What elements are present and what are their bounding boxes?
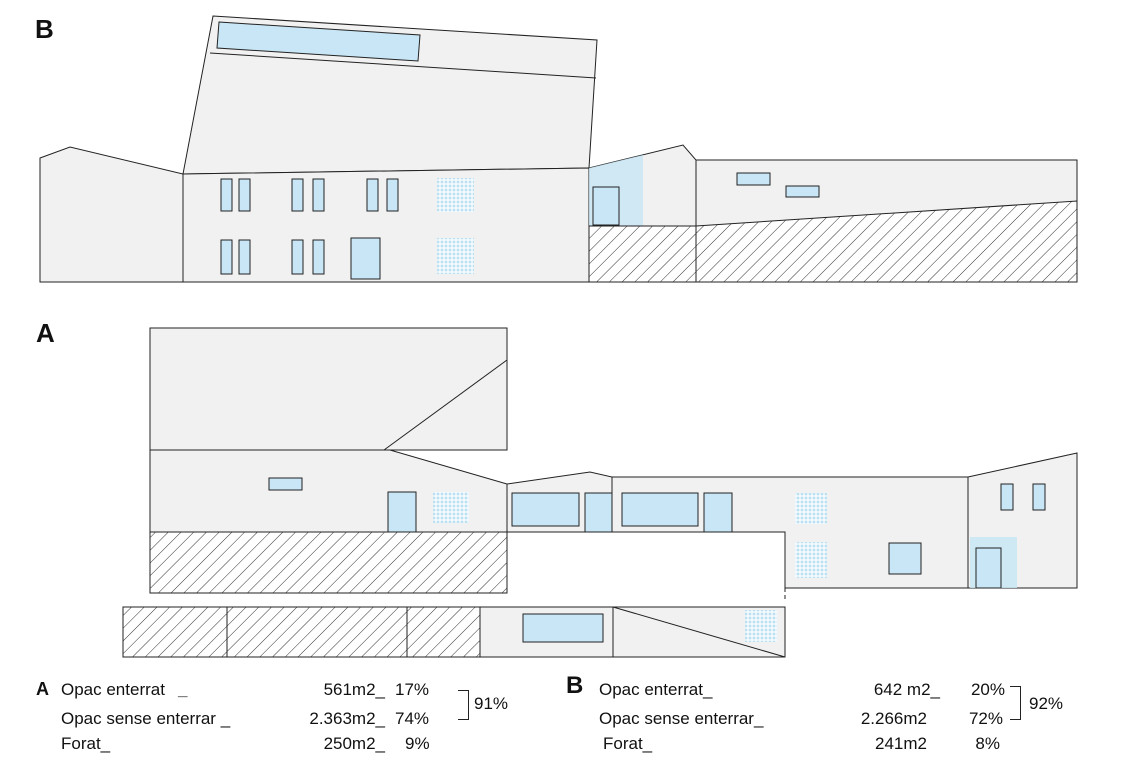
table-a-row-pct: 17% [395, 680, 430, 699]
table-a-row-label: Opac sense enterrar _ [61, 709, 231, 728]
table-b-row-area: 642 m2_ [873, 680, 940, 699]
a-window [703, 492, 733, 533]
table-b-row-pct: 8% [975, 734, 1000, 753]
a-lattice-screen [745, 610, 777, 642]
a-window [1032, 483, 1046, 511]
b-entrance-door [592, 186, 620, 226]
table-a-opaque-total: 91% [474, 694, 509, 713]
a-lattice-screen [795, 493, 827, 524]
table-a-row-label: Forat_ [61, 734, 111, 753]
table-a-letter: A [36, 679, 49, 699]
a-window [621, 492, 699, 527]
b-window [366, 178, 379, 212]
table-a-row-pct: 9% [405, 734, 430, 753]
b-window [238, 178, 251, 212]
b-window [220, 178, 233, 212]
a-window [888, 542, 922, 575]
b-buried-wall [588, 225, 697, 283]
b-window [312, 239, 325, 275]
table-b-row-area: 2.266m2 [860, 709, 927, 728]
b-door [350, 237, 381, 280]
table-a-row-label: Opac enterrat [61, 680, 165, 699]
b-window [312, 178, 325, 212]
table-a-bracket [458, 690, 469, 720]
table-b-row-label: Opac sense enterrar_ [599, 709, 764, 728]
b-lattice-screen [437, 238, 474, 274]
b-buried-wedge [695, 200, 1078, 283]
a-door [387, 491, 417, 533]
b-window [220, 239, 233, 275]
b-window [785, 185, 820, 198]
table-a-row-area: 561m2_ [323, 680, 385, 699]
a-buried-strip [406, 606, 481, 658]
a-lattice-screen [795, 542, 827, 578]
table-b-bracket [1010, 686, 1021, 720]
b-window [291, 239, 304, 275]
b-lattice-screen [437, 178, 474, 212]
a-lattice-screen [433, 492, 469, 523]
a-window [1000, 483, 1014, 511]
b-skylight [216, 21, 421, 62]
table-b-row-area: 241m2 [875, 734, 927, 753]
elevation-a [122, 327, 1078, 658]
table-b-row-pct: 20% [970, 680, 1005, 699]
section-a-label: A [36, 318, 55, 348]
elevation-b [39, 15, 1078, 283]
a-window [268, 477, 303, 491]
b-left-gable [39, 146, 184, 283]
table-a-row-area: 2.363m2_ [309, 709, 385, 728]
a-window [511, 492, 580, 527]
table-a-row-area: 250m2_ [323, 734, 385, 753]
section-b-label: B [35, 14, 54, 44]
a-buried-wall [149, 531, 508, 594]
table-a-row-label-tail: _ [178, 680, 188, 699]
a-buried-strip [226, 606, 408, 658]
a-buried-strip [122, 606, 228, 658]
table-b-letter: B [566, 672, 584, 699]
a-upper-box [149, 327, 508, 451]
a-entrance-door [975, 547, 1002, 589]
b-window [736, 172, 771, 186]
b-window [386, 178, 399, 212]
b-window [238, 239, 251, 275]
table-b-row-label: Opac enterrat_ [599, 680, 713, 699]
table-b-opaque-total: 92% [1029, 694, 1064, 713]
a-window [522, 613, 604, 643]
table-b-row-pct: 72% [968, 709, 1003, 728]
b-window [291, 178, 304, 212]
table-b-row-label: Forat_ [603, 734, 653, 753]
table-a-row-pct: 74% [395, 709, 430, 728]
a-window [584, 492, 614, 533]
